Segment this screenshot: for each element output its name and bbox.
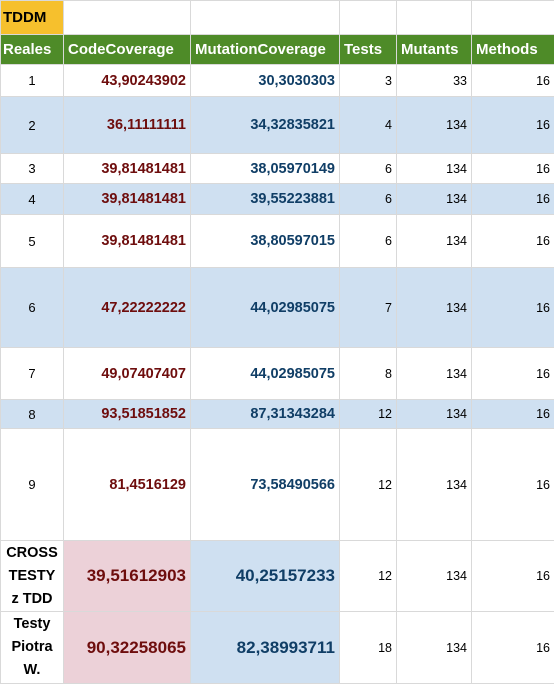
row-label[interactable]: 5	[1, 215, 64, 268]
mutation-coverage-cell[interactable]: 44,02985075	[191, 268, 340, 348]
row-label[interactable]: 7	[1, 348, 64, 400]
code-coverage-cell[interactable]: 81,4516129	[64, 429, 191, 541]
code-coverage-cell[interactable]: 39,81481481	[64, 184, 191, 215]
mutants-cell[interactable]: 134	[397, 154, 472, 184]
tests-cell[interactable]: 4	[340, 97, 397, 154]
methods-cell[interactable]: 16	[472, 215, 554, 268]
code-coverage-cell[interactable]: 36,11111111	[64, 97, 191, 154]
mutants-cell[interactable]: 134	[397, 612, 472, 684]
methods-cell[interactable]: 16	[472, 400, 554, 429]
empty-cell[interactable]	[191, 1, 340, 35]
tests-cell[interactable]: 12	[340, 400, 397, 429]
mutation-coverage-cell[interactable]: 87,31343284	[191, 400, 340, 429]
row-label[interactable]: 6	[1, 268, 64, 348]
header-row: Reales CodeCoverage MutationCoverage Tes…	[1, 35, 554, 65]
code-coverage-cell[interactable]: 39,81481481	[64, 154, 191, 184]
mutation-coverage-cell[interactable]: 38,80597015	[191, 215, 340, 268]
mutants-cell[interactable]: 134	[397, 184, 472, 215]
summary-row: CROSS TESTY z TDD 39,51612903 40,2515723…	[1, 541, 554, 612]
mutation-coverage-cell[interactable]: 34,32835821	[191, 97, 340, 154]
empty-cell[interactable]	[340, 1, 397, 35]
methods-cell[interactable]: 16	[472, 268, 554, 348]
code-coverage-cell[interactable]: 47,22222222	[64, 268, 191, 348]
summary-row-label[interactable]: CROSS TESTY z TDD	[1, 541, 64, 612]
row-label[interactable]: 1	[1, 65, 64, 97]
code-coverage-cell[interactable]: 43,90243902	[64, 65, 191, 97]
mutants-cell[interactable]: 134	[397, 541, 472, 612]
methods-cell[interactable]: 16	[472, 541, 554, 612]
code-coverage-cell[interactable]: 39,51612903	[64, 541, 191, 612]
mutation-coverage-cell[interactable]: 40,25157233	[191, 541, 340, 612]
tests-cell[interactable]: 6	[340, 184, 397, 215]
empty-cell[interactable]	[64, 1, 191, 35]
mutation-coverage-cell[interactable]: 39,55223881	[191, 184, 340, 215]
mutants-cell[interactable]: 134	[397, 97, 472, 154]
table-row: 9 81,4516129 73,58490566 12 134 16	[1, 429, 554, 541]
mutants-cell[interactable]: 134	[397, 400, 472, 429]
empty-cell[interactable]	[397, 1, 472, 35]
methods-cell[interactable]: 16	[472, 65, 554, 97]
table-row: 5 39,81481481 38,80597015 6 134 16	[1, 215, 554, 268]
methods-cell[interactable]: 16	[472, 348, 554, 400]
mutation-coverage-cell[interactable]: 44,02985075	[191, 348, 340, 400]
mutants-cell[interactable]: 134	[397, 268, 472, 348]
mutation-coverage-cell[interactable]: 73,58490566	[191, 429, 340, 541]
row-label[interactable]: 2	[1, 97, 64, 154]
summary-row-label[interactable]: Testy Piotra W.	[1, 612, 64, 684]
header-tests[interactable]: Tests	[340, 35, 397, 65]
header-code-coverage[interactable]: CodeCoverage	[64, 35, 191, 65]
table-row: 6 47,22222222 44,02985075 7 134 16	[1, 268, 554, 348]
methods-cell[interactable]: 16	[472, 429, 554, 541]
row-label[interactable]: 9	[1, 429, 64, 541]
code-coverage-cell[interactable]: 39,81481481	[64, 215, 191, 268]
tests-cell[interactable]: 3	[340, 65, 397, 97]
header-mutants[interactable]: Mutants	[397, 35, 472, 65]
methods-cell[interactable]: 16	[472, 184, 554, 215]
methods-cell[interactable]: 16	[472, 612, 554, 684]
row-label[interactable]: 3	[1, 154, 64, 184]
table-row: 2 36,11111111 34,32835821 4 134 16	[1, 97, 554, 154]
mutants-cell[interactable]: 134	[397, 215, 472, 268]
mutation-coverage-cell[interactable]: 30,3030303	[191, 65, 340, 97]
tests-cell[interactable]: 18	[340, 612, 397, 684]
tests-cell[interactable]: 6	[340, 154, 397, 184]
header-methods[interactable]: Methods	[472, 35, 554, 65]
table-row: 7 49,07407407 44,02985075 8 134 16	[1, 348, 554, 400]
tests-cell[interactable]: 8	[340, 348, 397, 400]
table-row: 3 39,81481481 38,05970149 6 134 16	[1, 154, 554, 184]
header-mutation-coverage[interactable]: MutationCoverage	[191, 35, 340, 65]
tests-cell[interactable]: 6	[340, 215, 397, 268]
methods-cell[interactable]: 16	[472, 97, 554, 154]
table-row: 8 93,51851852 87,31343284 12 134 16	[1, 400, 554, 429]
tests-cell[interactable]: 7	[340, 268, 397, 348]
methods-cell[interactable]: 16	[472, 154, 554, 184]
code-coverage-cell[interactable]: 93,51851852	[64, 400, 191, 429]
tests-cell[interactable]: 12	[340, 541, 397, 612]
table-row: 4 39,81481481 39,55223881 6 134 16	[1, 184, 554, 215]
code-coverage-cell[interactable]: 90,32258065	[64, 612, 191, 684]
mutants-cell[interactable]: 134	[397, 348, 472, 400]
summary-row: Testy Piotra W. 90,32258065 82,38993711 …	[1, 612, 554, 684]
mutants-cell[interactable]: 134	[397, 429, 472, 541]
table-row: 1 43,90243902 30,3030303 3 33 16	[1, 65, 554, 97]
mutation-coverage-cell[interactable]: 38,05970149	[191, 154, 340, 184]
row-label[interactable]: 4	[1, 184, 64, 215]
row-label[interactable]: 8	[1, 400, 64, 429]
header-reales[interactable]: Reales	[1, 35, 64, 65]
mutants-cell[interactable]: 33	[397, 65, 472, 97]
mutation-coverage-cell[interactable]: 82,38993711	[191, 612, 340, 684]
empty-cell[interactable]	[472, 1, 554, 35]
title-row: TDDM	[1, 1, 554, 35]
sheet-title[interactable]: TDDM	[1, 1, 64, 35]
code-coverage-cell[interactable]: 49,07407407	[64, 348, 191, 400]
tests-cell[interactable]: 12	[340, 429, 397, 541]
